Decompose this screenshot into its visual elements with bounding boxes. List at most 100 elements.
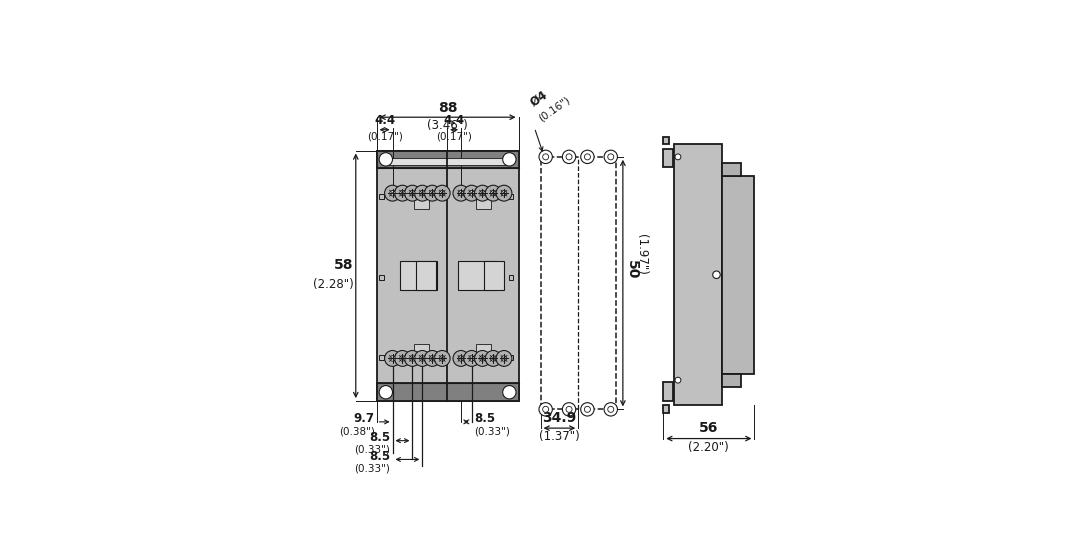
Bar — [477, 344, 491, 353]
Circle shape — [503, 385, 516, 399]
Circle shape — [464, 351, 480, 366]
Bar — [416, 346, 423, 351]
Circle shape — [385, 185, 400, 201]
Bar — [379, 355, 384, 360]
Circle shape — [429, 356, 435, 361]
Text: (0.33"): (0.33") — [473, 426, 509, 436]
Circle shape — [562, 403, 576, 416]
Circle shape — [410, 190, 415, 196]
Circle shape — [453, 185, 469, 201]
Circle shape — [419, 356, 425, 361]
Text: (0.17"): (0.17") — [436, 131, 472, 141]
Circle shape — [469, 356, 475, 361]
Bar — [484, 261, 504, 291]
Circle shape — [485, 185, 502, 201]
Text: 88: 88 — [438, 101, 457, 115]
Text: (0.16"): (0.16") — [536, 95, 572, 124]
Circle shape — [425, 185, 440, 201]
Circle shape — [435, 351, 450, 366]
Circle shape — [566, 154, 572, 160]
Bar — [457, 261, 495, 291]
Circle shape — [429, 190, 435, 196]
Text: 50: 50 — [625, 260, 639, 279]
Bar — [376, 151, 519, 401]
Text: 34.9: 34.9 — [543, 411, 576, 425]
Circle shape — [390, 190, 396, 196]
Circle shape — [410, 356, 415, 361]
Text: (0.17"): (0.17") — [366, 131, 402, 141]
Circle shape — [404, 185, 421, 201]
Circle shape — [604, 403, 617, 416]
Circle shape — [608, 154, 614, 160]
Bar — [664, 405, 669, 412]
Text: 8.5: 8.5 — [370, 431, 390, 444]
Text: (2.28"): (2.28") — [312, 278, 353, 291]
Bar — [379, 194, 384, 199]
Text: 9.7: 9.7 — [353, 412, 374, 425]
Circle shape — [475, 185, 491, 201]
Bar — [664, 137, 669, 144]
Bar — [508, 194, 513, 199]
Circle shape — [395, 185, 411, 201]
Circle shape — [543, 154, 549, 160]
Circle shape — [435, 185, 450, 201]
Circle shape — [503, 153, 516, 166]
Bar — [384, 158, 511, 165]
Circle shape — [604, 150, 617, 164]
Bar — [400, 261, 437, 291]
Circle shape — [458, 190, 464, 196]
Bar — [479, 201, 485, 205]
Circle shape — [566, 406, 572, 412]
Circle shape — [390, 356, 396, 361]
Text: 56: 56 — [699, 421, 719, 435]
Bar — [379, 275, 384, 280]
Bar — [376, 151, 519, 168]
Text: (0.33"): (0.33") — [355, 445, 390, 455]
Circle shape — [469, 190, 475, 196]
Circle shape — [539, 403, 552, 416]
Circle shape — [440, 190, 445, 196]
Circle shape — [675, 154, 681, 160]
Bar — [416, 201, 423, 205]
Text: (2.20"): (2.20") — [689, 441, 730, 454]
Bar — [376, 384, 519, 401]
Text: Ø4: Ø4 — [529, 88, 550, 109]
Circle shape — [400, 190, 405, 196]
Circle shape — [580, 150, 595, 164]
Circle shape — [491, 356, 496, 361]
Circle shape — [379, 153, 392, 166]
Circle shape — [712, 271, 720, 279]
Text: 4.4: 4.4 — [374, 114, 396, 127]
Bar — [722, 374, 742, 387]
Circle shape — [485, 351, 502, 366]
Circle shape — [385, 351, 400, 366]
Circle shape — [480, 356, 485, 361]
Text: 8.5: 8.5 — [370, 449, 390, 462]
Circle shape — [404, 351, 421, 366]
Circle shape — [585, 154, 590, 160]
Text: (0.33"): (0.33") — [355, 463, 390, 474]
Text: 4.4: 4.4 — [443, 114, 465, 127]
Circle shape — [585, 406, 590, 412]
Circle shape — [562, 150, 576, 164]
Circle shape — [675, 377, 681, 383]
Bar — [722, 163, 742, 176]
Text: (3.46"): (3.46") — [427, 119, 468, 132]
Circle shape — [453, 351, 469, 366]
Bar — [479, 346, 485, 351]
Bar — [540, 157, 616, 409]
Circle shape — [502, 356, 507, 361]
Circle shape — [414, 185, 430, 201]
Bar — [477, 199, 491, 209]
Circle shape — [496, 185, 512, 201]
Circle shape — [379, 385, 392, 399]
Circle shape — [464, 185, 480, 201]
Circle shape — [425, 351, 440, 366]
Bar — [508, 355, 513, 360]
Circle shape — [496, 351, 512, 366]
Circle shape — [502, 190, 507, 196]
Circle shape — [414, 351, 430, 366]
Circle shape — [475, 351, 491, 366]
Circle shape — [608, 406, 614, 412]
Circle shape — [458, 356, 464, 361]
